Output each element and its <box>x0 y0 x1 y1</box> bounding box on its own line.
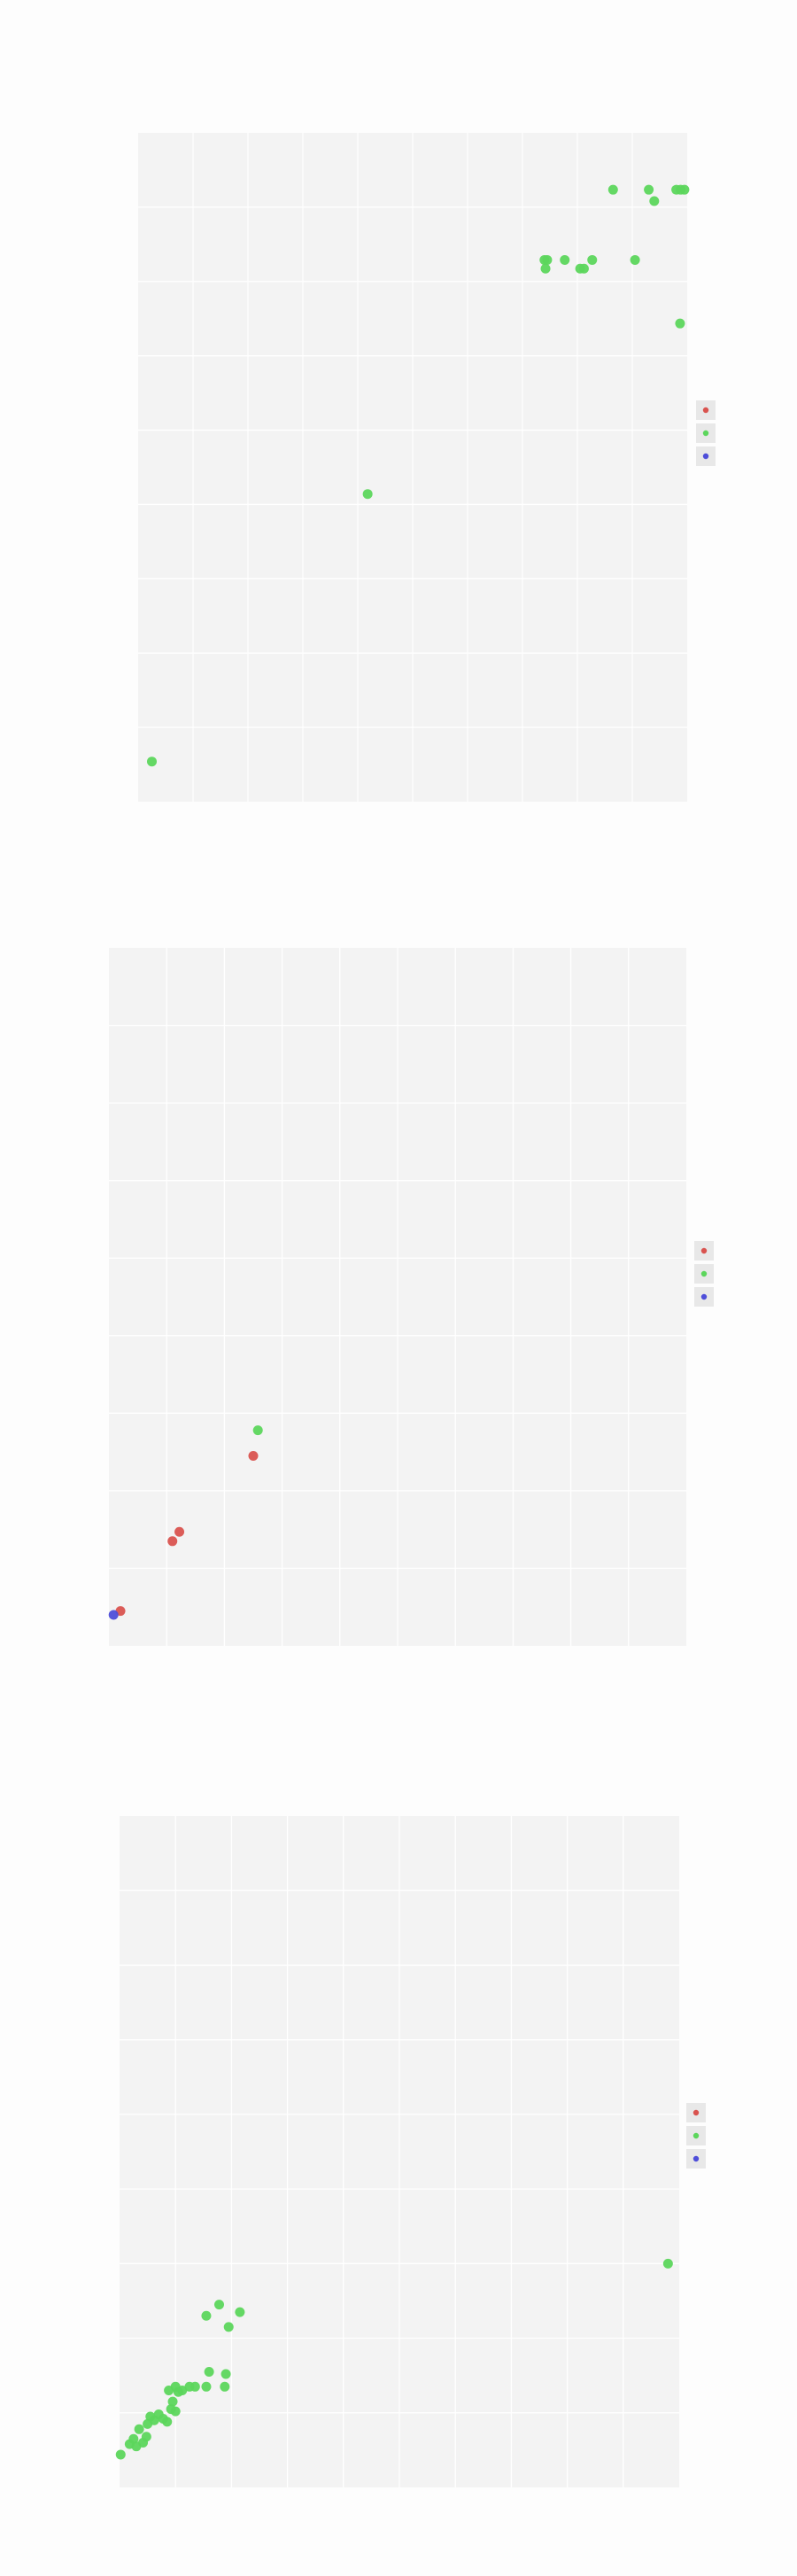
legend-marker <box>700 1293 708 1300</box>
data-point <box>630 254 640 265</box>
legend-marker <box>693 2132 700 2139</box>
data-point <box>134 2424 144 2434</box>
data-point <box>177 2386 188 2396</box>
data-point <box>174 1526 185 1537</box>
data-point <box>170 2406 181 2417</box>
data-point <box>675 318 685 329</box>
legend <box>696 400 716 466</box>
data-point <box>141 2432 151 2442</box>
data-point <box>221 2369 231 2379</box>
legend-marker <box>693 2109 700 2116</box>
scatter-chart-3 <box>115 1816 706 2487</box>
data-point <box>607 184 618 195</box>
legend <box>694 1241 714 1307</box>
data-point <box>644 184 654 195</box>
legend <box>686 2103 706 2169</box>
legend-marker <box>693 2155 700 2162</box>
legend-marker <box>702 407 709 414</box>
data-point <box>587 254 598 265</box>
scatter-chart-1 <box>138 133 716 802</box>
data-point <box>167 2396 178 2407</box>
data-point <box>248 1450 259 1461</box>
data-point <box>649 196 660 206</box>
data-point <box>223 2322 234 2332</box>
data-point <box>578 263 589 274</box>
data-point <box>128 2433 139 2444</box>
legend-marker <box>702 430 709 437</box>
data-point <box>220 2381 230 2392</box>
data-point <box>252 1425 263 1436</box>
data-point <box>679 184 690 195</box>
legend-marker <box>702 453 709 460</box>
data-point <box>162 2417 173 2427</box>
data-point <box>662 2258 673 2269</box>
data-point <box>560 254 570 265</box>
scatter-chart-2 <box>108 948 714 1646</box>
data-point <box>201 2381 212 2392</box>
data-point <box>167 1536 178 1547</box>
data-point <box>213 2300 224 2310</box>
data-point <box>115 2449 126 2460</box>
data-point <box>190 2381 200 2392</box>
legend-marker <box>700 1270 708 1277</box>
data-point <box>204 2366 214 2377</box>
data-point <box>108 1610 119 1620</box>
data-point <box>147 757 157 767</box>
data-point <box>362 489 373 500</box>
data-point <box>540 263 551 274</box>
legend-marker <box>700 1247 708 1254</box>
data-point <box>201 2310 212 2321</box>
data-point <box>542 254 553 265</box>
data-point <box>235 2307 245 2317</box>
